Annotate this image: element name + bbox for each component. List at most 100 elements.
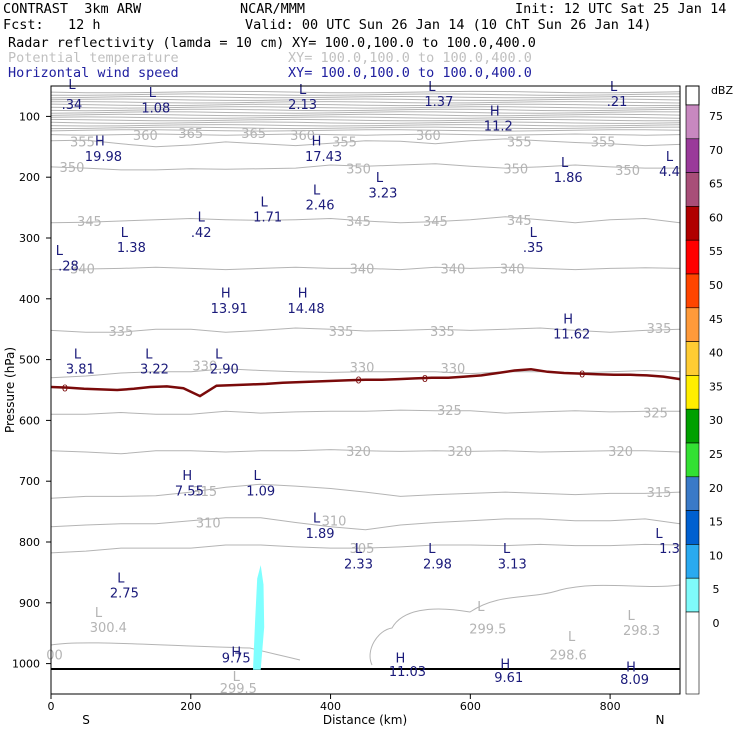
theta-label: 340 bbox=[70, 262, 95, 277]
wind-speed-label: 2.33 bbox=[344, 557, 373, 572]
wind-speed-label: 13.91 bbox=[211, 302, 248, 317]
colorbar-label: 15 bbox=[709, 516, 723, 529]
freezing-level-label: 0 bbox=[62, 384, 68, 395]
colorbar-swatch-10 bbox=[685, 544, 700, 579]
wind-speed-label: .42 bbox=[191, 226, 212, 241]
wind-speed-label: 11.2 bbox=[484, 120, 513, 135]
theta-label: 345 bbox=[77, 215, 102, 230]
wind-speed-label: L bbox=[261, 196, 269, 211]
wind-speed-label: 1.3 bbox=[659, 542, 680, 557]
theta-labels: 355 360 365 365 360 360 355 355 355 350 350 350 350 3… bbox=[46, 127, 671, 697]
theta-label: 335 bbox=[108, 325, 133, 340]
wind-speed-label: 2.90 bbox=[210, 363, 239, 378]
freezing-level: 0 0 0 0 bbox=[51, 368, 680, 398]
wind-speed-label: H bbox=[500, 658, 510, 673]
theta-label: 355 bbox=[591, 135, 616, 150]
wind-speed-label: 4.4 bbox=[659, 165, 680, 180]
wind-speed-labels: L.34L1.08L2.13L1.37L.21H11.2H19.98H17.43… bbox=[56, 78, 680, 688]
wind-speed-label: 3.13 bbox=[498, 557, 527, 572]
wind-speed-label: 1.38 bbox=[117, 241, 146, 256]
x-tick-label: 0 bbox=[48, 700, 55, 713]
theta-label: 340 bbox=[350, 262, 375, 277]
wind-speed-label: H bbox=[490, 104, 500, 119]
wind-speed-label: H bbox=[563, 312, 573, 327]
theta-label: 360 bbox=[290, 129, 315, 144]
theta-label: 365 bbox=[241, 127, 266, 142]
wind-speed-label: L bbox=[561, 156, 569, 171]
y-tick-label: 200 bbox=[19, 171, 40, 184]
stratosphere-isentrope bbox=[51, 121, 680, 124]
colorbar-swatch-65 bbox=[685, 172, 700, 207]
colorbar-label: 70 bbox=[709, 144, 723, 157]
stratosphere-isentrope bbox=[51, 111, 680, 114]
stratosphere-isentrope bbox=[51, 93, 680, 96]
wind-speed-label: 17.43 bbox=[305, 150, 342, 165]
theta-label: 305 bbox=[350, 542, 375, 557]
wind-speed-label: 1.89 bbox=[306, 527, 335, 542]
theta-label: L bbox=[95, 606, 103, 621]
stratosphere-theta-contours bbox=[51, 90, 680, 132]
y-axis-label: Pressure (hPa) bbox=[3, 347, 17, 433]
theta-contour-320 bbox=[51, 449, 680, 455]
field-radar-reflectivity: Radar reflectivity (lamda = 10 cm) bbox=[8, 35, 285, 51]
wind-speed-label: 3.22 bbox=[140, 363, 169, 378]
field-wind-xy: XY= 100.0,100.0 to 100.0,400.0 bbox=[288, 65, 532, 81]
theta-label: 345 bbox=[423, 215, 448, 230]
colorbar-swatch-35 bbox=[685, 375, 700, 410]
theta-label: L bbox=[568, 630, 576, 645]
y-tick-label: 500 bbox=[19, 354, 40, 367]
stratosphere-isentrope bbox=[51, 90, 680, 94]
colorbar-swatch-70 bbox=[685, 138, 700, 173]
theta-label: L bbox=[477, 600, 485, 615]
south-label: S bbox=[82, 713, 90, 727]
wind-speed-label: .35 bbox=[523, 241, 544, 256]
wind-speed-label: 14.48 bbox=[287, 302, 324, 317]
wind-speed-label: L bbox=[56, 244, 64, 259]
colorbar-swatch-30 bbox=[685, 408, 700, 444]
stratosphere-isentrope bbox=[51, 95, 680, 99]
colorbar-swatch-60 bbox=[685, 206, 700, 241]
colorbar-label: 40 bbox=[709, 347, 723, 360]
x-tick-label: 200 bbox=[180, 700, 201, 713]
wind-speed-label: L bbox=[121, 226, 129, 241]
wind-speed-label: 3.23 bbox=[368, 186, 397, 201]
y-tick-label: 400 bbox=[19, 293, 40, 306]
wind-speed-label: 9.61 bbox=[494, 671, 523, 686]
y-tick-label: 900 bbox=[19, 597, 40, 610]
colorbar-label: 0 bbox=[713, 617, 720, 630]
theta-label: 355 bbox=[332, 135, 357, 150]
y-tick-label: 1000 bbox=[12, 658, 40, 671]
colorbar-label: 60 bbox=[709, 211, 723, 224]
wind-speed-label: H bbox=[231, 645, 241, 660]
theta-contour-325 bbox=[51, 409, 680, 415]
colorbar-swatch-75 bbox=[685, 104, 700, 140]
y-tick-label: 800 bbox=[19, 536, 40, 549]
theta-label: 340 bbox=[440, 262, 465, 277]
wind-speed-label: L bbox=[198, 211, 206, 226]
wind-speed-label: .21 bbox=[607, 95, 628, 110]
theta-label: 335 bbox=[329, 325, 354, 340]
wind-speed-label: L bbox=[610, 80, 618, 95]
theta-label: 300.4 bbox=[90, 621, 127, 636]
theta-label: 350 bbox=[615, 164, 640, 179]
stratosphere-isentrope bbox=[51, 126, 680, 130]
y-tick-label: 700 bbox=[19, 475, 40, 488]
wind-speed-label: L bbox=[428, 542, 436, 557]
stratosphere-isentrope bbox=[51, 108, 680, 112]
theta-label: 320 bbox=[346, 445, 371, 460]
wind-speed-label: H bbox=[312, 135, 322, 150]
colorbar-label: 50 bbox=[709, 279, 723, 292]
wind-speed-label: 8.09 bbox=[620, 673, 649, 688]
theta-contour-305 bbox=[51, 543, 680, 554]
wind-speed-label: H bbox=[182, 469, 192, 484]
stratosphere-isentrope bbox=[51, 129, 680, 132]
wind-speed-label: 1.86 bbox=[554, 171, 583, 186]
colorbar-unit: dBZ bbox=[711, 84, 734, 97]
theta-contour-355 bbox=[51, 138, 680, 148]
wind-speed-label: 1.08 bbox=[141, 101, 170, 116]
wind-speed-label: L bbox=[254, 469, 262, 484]
colorbar-swatch-20 bbox=[685, 476, 700, 511]
field-theta-xy: XY= 100.0,100.0 to 100.0,400.0 bbox=[288, 50, 532, 66]
forecast-hour: Fcst: 12 h bbox=[3, 17, 101, 33]
